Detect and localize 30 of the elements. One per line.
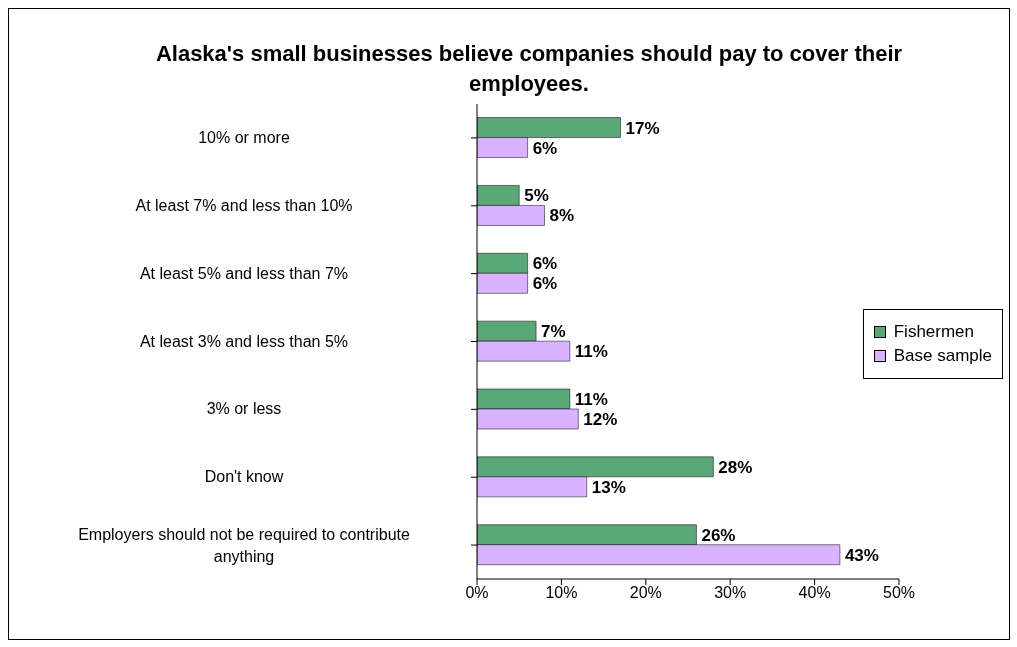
data-label: 28% [718, 457, 753, 477]
y-tick-label: 10% or more [198, 128, 290, 146]
legend-label: Fishermen [892, 322, 976, 342]
x-tick-label: 10% [545, 584, 578, 602]
y-tick-label: At least 7% and less than 10% [135, 196, 353, 214]
data-label: 43% [844, 545, 879, 565]
y-tick-label: At least 5% and less than 7% [139, 264, 349, 282]
data-label: 13% [591, 477, 626, 497]
y-tick-label: Employers should not be required to contribute anything [78, 526, 410, 566]
y-tick-label: 3% or less [206, 400, 282, 418]
data-label: 12% [583, 410, 618, 430]
data-label: 6% [532, 254, 558, 274]
data-label: 5% [524, 186, 549, 206]
data-label: 6% [532, 274, 558, 294]
x-tick-label: 40% [798, 584, 831, 602]
data-label: 26% [701, 525, 736, 545]
y-tick-label: Don't know [204, 468, 284, 486]
chart-title: Alaska's small businesses believe companies should pay to cover their employees. [154, 40, 904, 98]
data-label: 17% [625, 118, 660, 138]
data-label: 8% [549, 206, 575, 226]
y-tick-label: At least 3% and less than 5% [139, 332, 349, 350]
x-tick-label: 30% [714, 584, 747, 602]
legend-label: Base sample [892, 346, 992, 366]
data-label: 11% [574, 390, 608, 410]
x-tick-label: 20% [629, 584, 662, 602]
data-label: 11% [574, 342, 608, 362]
data-label: 6% [532, 138, 558, 158]
data-label: 7% [541, 322, 566, 342]
x-tick-label: 0% [465, 584, 489, 602]
x-tick-label: 50% [882, 584, 916, 602]
